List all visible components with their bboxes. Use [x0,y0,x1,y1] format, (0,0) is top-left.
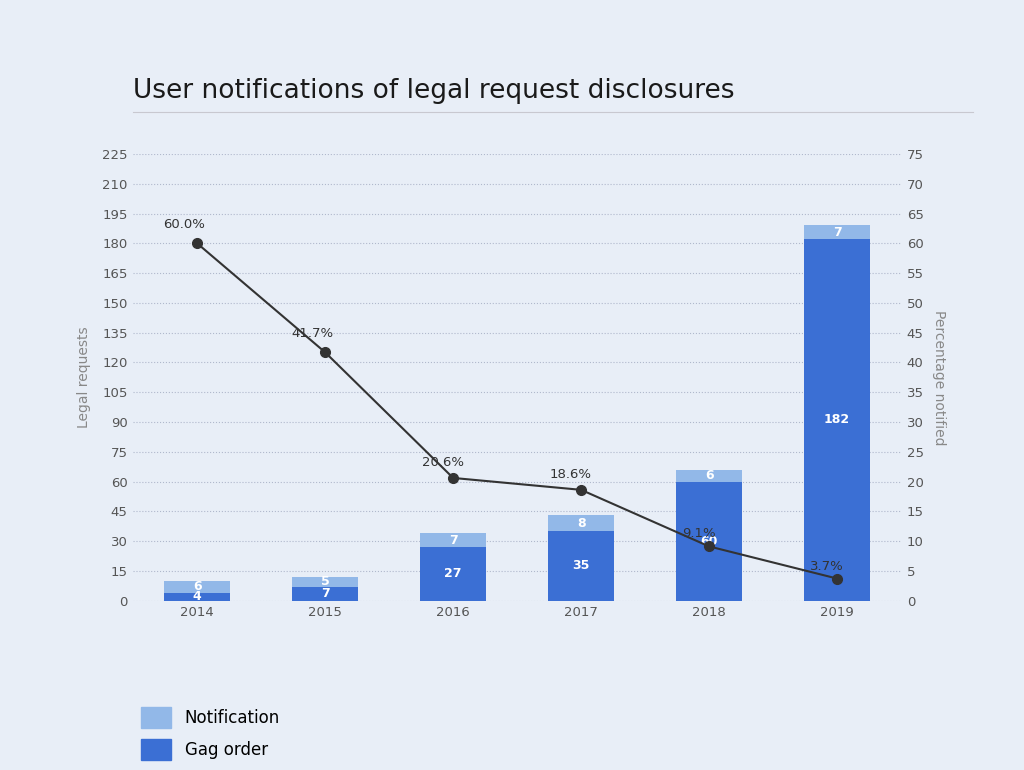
Text: 8: 8 [577,517,586,530]
Bar [548,515,614,531]
Text: 7: 7 [833,226,842,239]
Text: 5: 5 [321,575,330,588]
Text: 7: 7 [321,588,330,600]
Bar [676,481,742,601]
Text: 35: 35 [572,559,590,572]
Legend: Notification, Gag order: Notification, Gag order [141,707,280,759]
Bar [676,470,742,481]
Text: 18.6%: 18.6% [550,468,592,481]
Text: User notifications of legal request disclosures: User notifications of legal request disc… [133,78,734,104]
Bar [548,531,614,601]
Text: 4: 4 [193,590,202,603]
Bar [420,547,486,601]
Text: 60: 60 [700,534,718,547]
Y-axis label: Percentage notified: Percentage notified [932,310,946,445]
Y-axis label: Legal requests: Legal requests [77,326,91,428]
Bar [804,226,870,239]
Text: 182: 182 [824,413,850,427]
Text: 27: 27 [444,567,462,581]
Text: 60.0%: 60.0% [164,219,205,232]
Text: 6: 6 [705,469,714,482]
Text: 7: 7 [449,534,458,547]
Text: 41.7%: 41.7% [291,327,334,340]
Text: 9.1%: 9.1% [682,527,716,541]
Text: 20.6%: 20.6% [422,456,464,469]
Bar [164,593,230,601]
Bar [292,577,358,587]
Text: 3.7%: 3.7% [810,560,844,573]
Bar [164,581,230,593]
Bar [804,239,870,601]
Bar [420,533,486,547]
Text: 6: 6 [193,581,202,593]
Bar [292,587,358,601]
